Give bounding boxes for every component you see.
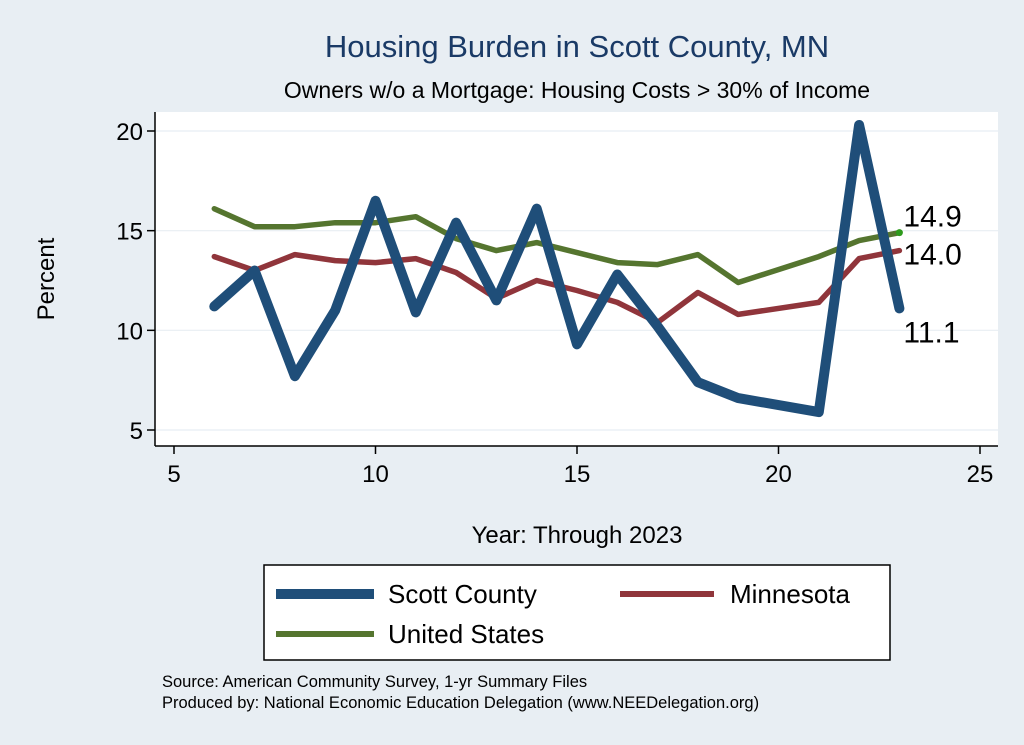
axes: 5 10 15 20 5 10 15 20 25: [116, 112, 998, 488]
chart-subtitle: Owners w/o a Mortgage: Housing Costs > 3…: [284, 77, 870, 103]
legend-box: [263, 564, 891, 661]
x-tick-label-25: 25: [967, 461, 994, 488]
x-tick-label-15: 15: [564, 461, 591, 488]
y-tick-label-20: 20: [116, 119, 143, 146]
series-line-minnesota: [211, 247, 903, 326]
series-line-united-states: [211, 205, 903, 286]
end-labels: 11.1 14.0 14.9: [903, 201, 961, 350]
x-tick-label-20: 20: [765, 461, 792, 488]
series-line-scott-county: [209, 120, 905, 418]
legend-label-united-states: United States: [388, 619, 544, 649]
x-axis-label: Year: Through 2023: [472, 522, 683, 549]
source-line-1: Source: American Community Survey, 1-yr …: [162, 673, 587, 691]
legend-label-minnesota: Minnesota: [730, 579, 850, 609]
x-tick-label-10: 10: [362, 461, 389, 488]
y-axis-label: Percent: [33, 237, 60, 320]
legend: Scott County Minnesota United States: [263, 564, 891, 661]
chart-title: Housing Burden in Scott County, MN: [325, 29, 829, 64]
end-label-united-states: 14.9: [903, 201, 961, 234]
legend-label-scott-county: Scott County: [388, 579, 537, 609]
end-label-scott-county: 11.1: [903, 316, 959, 349]
x-tick-label-5: 5: [167, 461, 180, 488]
y-tick-label-5: 5: [130, 418, 143, 445]
y-tick-label-10: 10: [116, 318, 143, 345]
united-states-endpoint-marker: [895, 229, 903, 237]
series-lines: [209, 120, 905, 418]
source-line-2: Produced by: National Economic Education…: [162, 694, 759, 712]
y-tick-label-15: 15: [116, 219, 143, 246]
end-label-minnesota: 14.0: [903, 239, 961, 272]
